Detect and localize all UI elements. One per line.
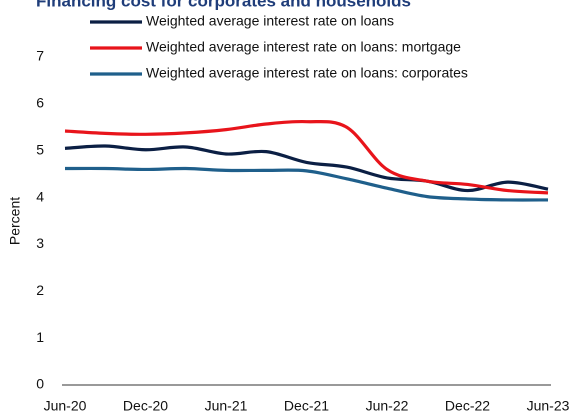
y-tick-label: 7 [36, 48, 44, 64]
x-tick-label: Jun-21 [205, 398, 248, 414]
y-axis-label: Percent [7, 197, 23, 245]
y-tick-label: 1 [36, 329, 44, 345]
y-tick-label: 0 [36, 376, 44, 392]
x-tick-label: Jun-22 [366, 398, 409, 414]
x-tick-label: Jun-23 [527, 398, 570, 414]
y-tick-label: 3 [36, 235, 44, 251]
legend-label: Weighted average interest rate on loans [146, 13, 394, 29]
series-line [64, 119, 549, 195]
x-tick-label: Dec-20 [123, 398, 168, 414]
y-tick-label: 6 [36, 95, 44, 111]
legend-label: Weighted average interest rate on loans:… [146, 65, 468, 81]
series-line [64, 166, 549, 202]
x-tick-label: Jun-20 [44, 398, 87, 414]
y-tick-label: 2 [36, 282, 44, 298]
chart-title: Financing cost for corporates and househ… [36, 0, 411, 10]
y-tick-label: 4 [36, 188, 44, 204]
x-tick-label: Dec-21 [284, 398, 329, 414]
x-tick-label: Dec-22 [445, 398, 490, 414]
y-tick-label: 5 [36, 141, 44, 157]
legend-label: Weighted average interest rate on loans:… [146, 39, 461, 55]
series-line [64, 144, 549, 193]
